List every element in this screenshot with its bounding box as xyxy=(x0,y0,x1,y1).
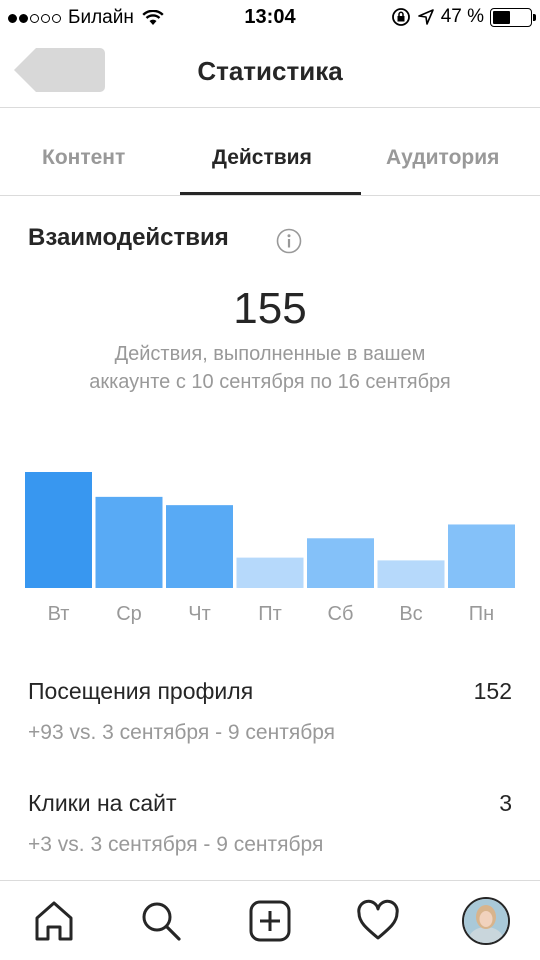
rotation-lock-icon xyxy=(391,8,410,26)
interactions-bar-chart: Вт Ср Чт Пт Сб Вс Пн xyxy=(25,472,515,625)
chart-tick-label-3: Пт xyxy=(258,603,282,625)
tab-activity[interactable]: Действия xyxy=(212,146,312,169)
active-tab-indicator xyxy=(180,192,361,195)
battery-percent: 47 % xyxy=(440,6,484,27)
tab-audience[interactable]: Аудитория xyxy=(386,146,500,169)
chart-tick-label-4: Сб xyxy=(328,603,354,625)
home-icon[interactable] xyxy=(32,899,76,943)
chart-bar-5[interactable] xyxy=(377,560,445,588)
status-time: 13:04 xyxy=(244,6,296,28)
battery-icon xyxy=(490,7,536,27)
carrier-name: Билайн xyxy=(68,7,134,28)
wifi-icon xyxy=(142,10,164,25)
stat-website-clicks-label: Клики на сайт xyxy=(28,790,177,816)
chart-tick-label-0: Вт xyxy=(48,603,70,625)
stat-profile-visits-value: 152 xyxy=(473,678,512,704)
chart-tick-label-6: Пн xyxy=(469,603,494,625)
back-button[interactable] xyxy=(12,46,106,94)
chart-bar-4[interactable] xyxy=(307,538,374,588)
status-left: Билайн xyxy=(8,7,164,29)
chart-bar-0[interactable] xyxy=(25,472,92,588)
avatar-image xyxy=(464,899,508,943)
chart-tick-label-2: Чт xyxy=(188,603,211,625)
section-title: Взаимодействия xyxy=(28,224,229,251)
location-arrow-icon xyxy=(417,9,434,25)
chart-tick-label-5: Вс xyxy=(399,603,422,625)
nav-header: Статистика xyxy=(0,36,540,108)
add-post-icon[interactable] xyxy=(248,899,292,943)
chart-bar-1[interactable] xyxy=(95,496,163,588)
chart-bar-3[interactable] xyxy=(236,557,304,588)
search-icon[interactable] xyxy=(139,899,183,943)
chart-bar-2[interactable] xyxy=(166,505,233,588)
status-bar: Билайн 13:04 47 % xyxy=(0,0,540,36)
bottom-tab-bar xyxy=(0,880,540,960)
interactions-description: Действия, выполненные в вашем аккаунте с… xyxy=(89,343,451,393)
status-right: 47 % xyxy=(391,6,536,28)
page-title: Статистика xyxy=(197,56,343,86)
chart-tick-label-1: Ср xyxy=(116,603,142,625)
tab-content[interactable]: Контент xyxy=(42,146,126,169)
chart-bar-6[interactable] xyxy=(448,524,515,588)
total-interactions: 155 xyxy=(233,284,307,333)
signal-strength-icon xyxy=(8,13,61,23)
stat-website-clicks-value: 3 xyxy=(499,790,512,816)
info-icon[interactable] xyxy=(276,228,302,254)
stat-website-clicks-comparison: +3 vs. 3 сентября - 9 сентября xyxy=(28,833,324,856)
stat-profile-visits-label: Посещения профиля xyxy=(28,678,254,704)
battery-fill xyxy=(493,10,510,24)
insights-tabs: Контент Действия Аудитория xyxy=(0,108,540,196)
heart-icon[interactable] xyxy=(356,899,400,943)
stat-profile-visits-comparison: +93 vs. 3 сентября - 9 сентября xyxy=(28,721,336,744)
profile-avatar[interactable] xyxy=(462,897,510,945)
